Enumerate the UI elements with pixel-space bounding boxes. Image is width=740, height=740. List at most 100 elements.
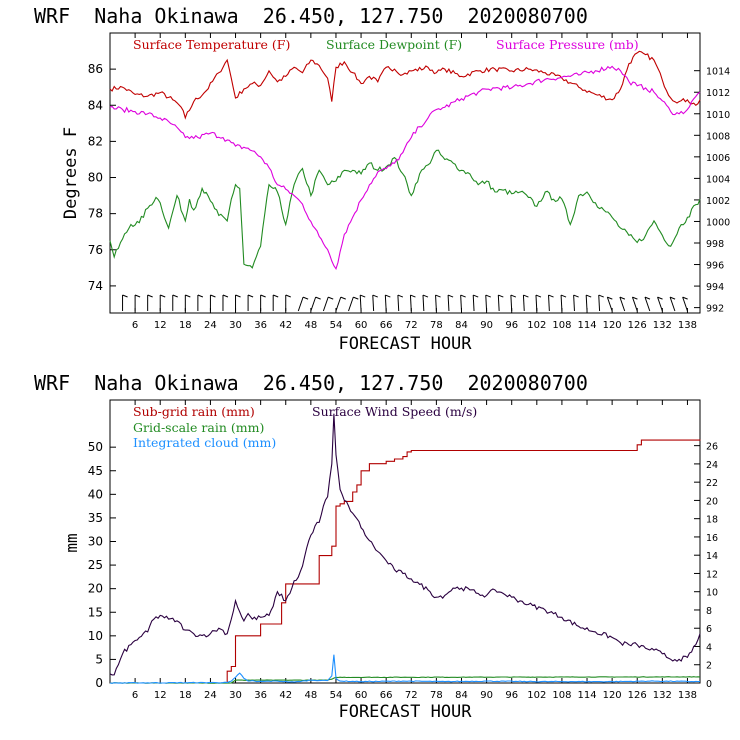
wind-barb [348,296,354,312]
wind-barb [322,296,329,312]
wind-barb-flag [285,294,291,298]
chart2-ylabel: mm [62,533,81,552]
y2-tick-label: 10 [706,588,718,599]
wind-barb-flag [498,294,504,298]
wind-barb [657,296,663,312]
y2-tick-label: 2 [706,661,712,672]
x-tick-label: 102 [527,320,546,331]
wind-barb-flag [273,294,279,298]
x-tick-label: 66 [380,320,393,331]
x-tick-label: 12 [154,320,167,331]
wind-barb-flag [485,294,491,298]
x-tick-label: 84 [455,690,468,701]
wind-barb [631,296,638,312]
x-tick-label: 132 [653,320,672,331]
wind-barb [669,296,676,312]
wind-barb [310,296,317,312]
x-tick-label: 138 [678,690,697,701]
x-tick-label: 66 [380,690,393,701]
y2-tick-label: 1000 [706,217,730,228]
x-tick-label: 24 [204,320,217,331]
x-tick-label: 90 [480,320,493,331]
wind-barb [573,295,575,312]
wind-barb-flag [222,294,229,298]
wind-barb [297,296,304,312]
wind-barb [598,295,601,312]
wind-barb-flag [302,296,309,300]
x-tick-label: 6 [132,320,138,331]
y2-tick-label: 996 [706,261,724,272]
x-tick-label: 6 [132,690,138,701]
y-tick-label: 0 [95,676,103,690]
x-tick-label: 126 [628,320,647,331]
x-tick-label: 48 [304,320,317,331]
wind-barb-flag [353,296,359,300]
wind-barb-flag [669,296,676,300]
wind-barb-flag [385,294,391,298]
wind-barb-flag [410,294,416,298]
wind-barb-flag [235,294,241,298]
y2-tick-label: 1012 [706,88,730,99]
x-tick-label: 78 [430,690,443,701]
wind-barb [682,296,688,312]
x-tick-label: 18 [179,320,192,331]
wind-barb-flag [535,294,542,298]
y-tick-label: 80 [88,171,103,185]
chart1-xlabel: FORECAST HOUR [338,334,472,354]
chart1-frame [109,32,701,314]
x-tick-label: 42 [279,320,292,331]
wind-barb-flag [397,294,404,298]
x-tick-label: 84 [455,320,468,331]
chart1-legend-temperature: Surface Temperature (F) [133,37,290,52]
x-tick-label: 30 [229,690,242,701]
wind-barb [422,295,425,312]
y-tick-label: 50 [88,440,103,454]
x-tick-label: 108 [552,690,571,701]
wind-barb [497,295,500,312]
x-tick-label: 24 [204,690,217,701]
wind-barb-flag [560,294,567,298]
x-tick-label: 18 [179,690,192,701]
wind-barb-flag [460,294,466,298]
chart2-legend-gridscale: Grid-scale rain (mm) [133,420,264,435]
x-tick-label: 96 [505,320,518,331]
y-tick-label: 86 [88,62,103,76]
wind-barb-flag [360,294,366,298]
wind-barb [619,296,626,312]
series-line-surface-wind-speed-m-s [109,413,701,676]
wind-barb-flag [523,294,529,298]
y2-tick-label: 18 [706,515,718,526]
x-tick-label: 48 [304,690,317,701]
chart1-legend-dewpoint: Surface Dewpoint (F) [326,37,462,52]
series-line-sub-grid-rain-mm [110,439,701,684]
y2-tick-label: 1008 [706,131,730,142]
wind-barb [372,295,375,312]
x-tick-label: 78 [430,320,443,331]
series-line-surface-dewpoint-f [109,149,701,269]
y2-tick-label: 14 [706,551,718,562]
wind-barb-flag [619,296,626,300]
wind-barb [472,295,475,312]
x-tick-label: 36 [254,690,267,701]
y-tick-label: 15 [88,605,103,619]
series-line-surface-pressure-mb [109,65,701,271]
wind-barb [522,295,525,312]
wind-barb-flag [422,294,429,298]
series-line-grid-scale-rain-mm [109,676,701,684]
wind-barb-flag [682,296,688,300]
wind-barb-flag [315,296,321,300]
y-tick-label: 35 [88,511,103,525]
wind-barb-flag [247,294,254,298]
y-tick-label: 78 [88,207,103,221]
y-tick-label: 84 [88,98,103,112]
y2-tick-label: 12 [706,569,718,580]
x-tick-label: 120 [603,320,622,331]
y2-tick-label: 994 [706,282,724,293]
y2-tick-label: 1002 [706,196,730,207]
y-tick-label: 74 [88,279,103,293]
y-tick-label: 76 [88,243,103,257]
y-tick-label: 82 [88,134,103,148]
x-tick-label: 72 [405,690,418,701]
y2-tick-label: 1006 [706,153,730,164]
wind-barb-flag [447,294,454,298]
